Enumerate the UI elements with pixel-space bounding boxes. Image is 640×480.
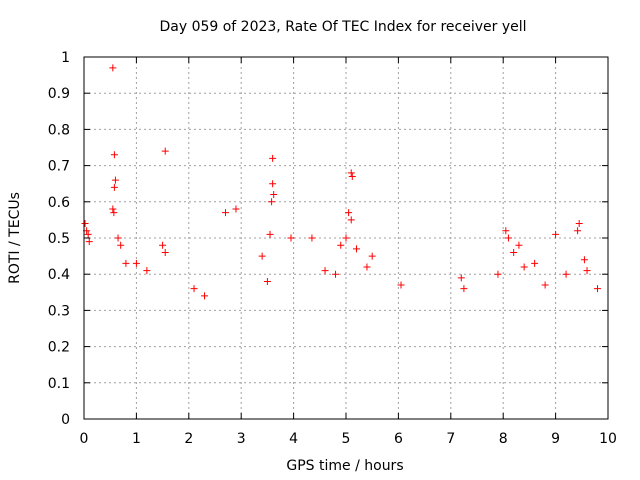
data-point bbox=[110, 151, 118, 159]
data-point bbox=[397, 281, 405, 289]
chart-title: Day 059 of 2023, Rate Of TEC Index for r… bbox=[159, 19, 526, 35]
data-point bbox=[201, 292, 209, 300]
data-point bbox=[368, 252, 376, 260]
data-point bbox=[81, 220, 89, 228]
x-tick-label: 2 bbox=[184, 431, 193, 447]
data-point bbox=[520, 263, 528, 271]
data-point bbox=[287, 234, 295, 242]
data-points bbox=[81, 64, 602, 300]
y-tick-label: 0.1 bbox=[48, 376, 70, 392]
data-point bbox=[110, 183, 118, 191]
data-point bbox=[109, 64, 117, 72]
x-tick-label: 4 bbox=[289, 431, 298, 447]
x-axis-label: GPS time / hours bbox=[286, 458, 403, 474]
data-point bbox=[574, 227, 582, 235]
data-point bbox=[575, 220, 583, 228]
data-point bbox=[332, 270, 340, 278]
data-point bbox=[117, 241, 125, 249]
data-point bbox=[161, 147, 169, 155]
x-tick-label: 1 bbox=[132, 431, 141, 447]
data-point bbox=[541, 281, 549, 289]
y-tick-label: 1 bbox=[61, 50, 70, 66]
data-point bbox=[258, 252, 266, 260]
y-tick-label: 0.4 bbox=[48, 267, 70, 283]
y-tick-label: 0 bbox=[61, 412, 70, 428]
data-point bbox=[502, 227, 510, 235]
data-point bbox=[337, 241, 345, 249]
data-point bbox=[308, 234, 316, 242]
y-axis-label: ROTI / TECUs bbox=[7, 192, 23, 284]
data-point bbox=[159, 241, 167, 249]
x-tick-label: 7 bbox=[446, 431, 455, 447]
data-point bbox=[342, 234, 350, 242]
data-point bbox=[321, 267, 329, 275]
data-point bbox=[161, 248, 169, 256]
data-point bbox=[363, 263, 371, 271]
grid-lines bbox=[84, 57, 608, 419]
y-tick-label: 0.8 bbox=[48, 122, 70, 138]
data-point bbox=[347, 216, 355, 224]
x-tick-label: 0 bbox=[80, 431, 89, 447]
data-point bbox=[269, 180, 277, 188]
data-point bbox=[347, 169, 355, 177]
data-point bbox=[232, 205, 240, 213]
data-point bbox=[132, 259, 140, 267]
data-point bbox=[110, 209, 118, 217]
data-point bbox=[562, 270, 570, 278]
data-point bbox=[457, 274, 465, 282]
data-point bbox=[85, 238, 93, 246]
x-tick-label: 6 bbox=[394, 431, 403, 447]
data-point bbox=[111, 176, 119, 184]
data-point bbox=[352, 245, 360, 253]
data-point bbox=[114, 234, 122, 242]
data-point bbox=[504, 234, 512, 242]
data-point bbox=[348, 172, 356, 180]
data-point bbox=[510, 248, 518, 256]
y-tick-label: 0.3 bbox=[48, 303, 70, 319]
data-point bbox=[515, 241, 523, 249]
data-point bbox=[531, 259, 539, 267]
data-point bbox=[269, 154, 277, 162]
x-axis-ticks: 0 1 2 3 4 5 6 7 8 9 10 bbox=[80, 57, 617, 447]
data-point bbox=[494, 270, 502, 278]
data-point bbox=[345, 209, 353, 217]
data-point bbox=[552, 230, 560, 238]
y-tick-label: 0.9 bbox=[48, 86, 70, 102]
y-tick-label: 0.5 bbox=[48, 231, 70, 247]
data-point bbox=[84, 230, 92, 238]
data-point bbox=[143, 267, 151, 275]
data-point bbox=[583, 267, 591, 275]
data-point bbox=[270, 191, 278, 199]
data-point bbox=[221, 209, 229, 217]
y-tick-label: 0.6 bbox=[48, 195, 70, 211]
x-tick-label: 8 bbox=[499, 431, 508, 447]
x-tick-label: 9 bbox=[551, 431, 560, 447]
data-point bbox=[109, 205, 117, 213]
data-point bbox=[122, 259, 130, 267]
data-point bbox=[594, 285, 602, 293]
data-point bbox=[580, 256, 588, 264]
data-point bbox=[190, 285, 198, 293]
data-point bbox=[263, 277, 271, 285]
x-tick-label: 5 bbox=[342, 431, 351, 447]
y-tick-label: 0.2 bbox=[48, 340, 70, 356]
data-point bbox=[460, 285, 468, 293]
x-tick-label: 10 bbox=[599, 431, 617, 447]
x-tick-label: 3 bbox=[237, 431, 246, 447]
data-point bbox=[266, 230, 274, 238]
y-axis-ticks: 0 0.1 0.2 0.3 0.4 0.5 0.6 0.7 0.8 0.9 1 bbox=[48, 50, 608, 428]
y-tick-label: 0.7 bbox=[48, 159, 70, 175]
data-point bbox=[268, 198, 276, 206]
